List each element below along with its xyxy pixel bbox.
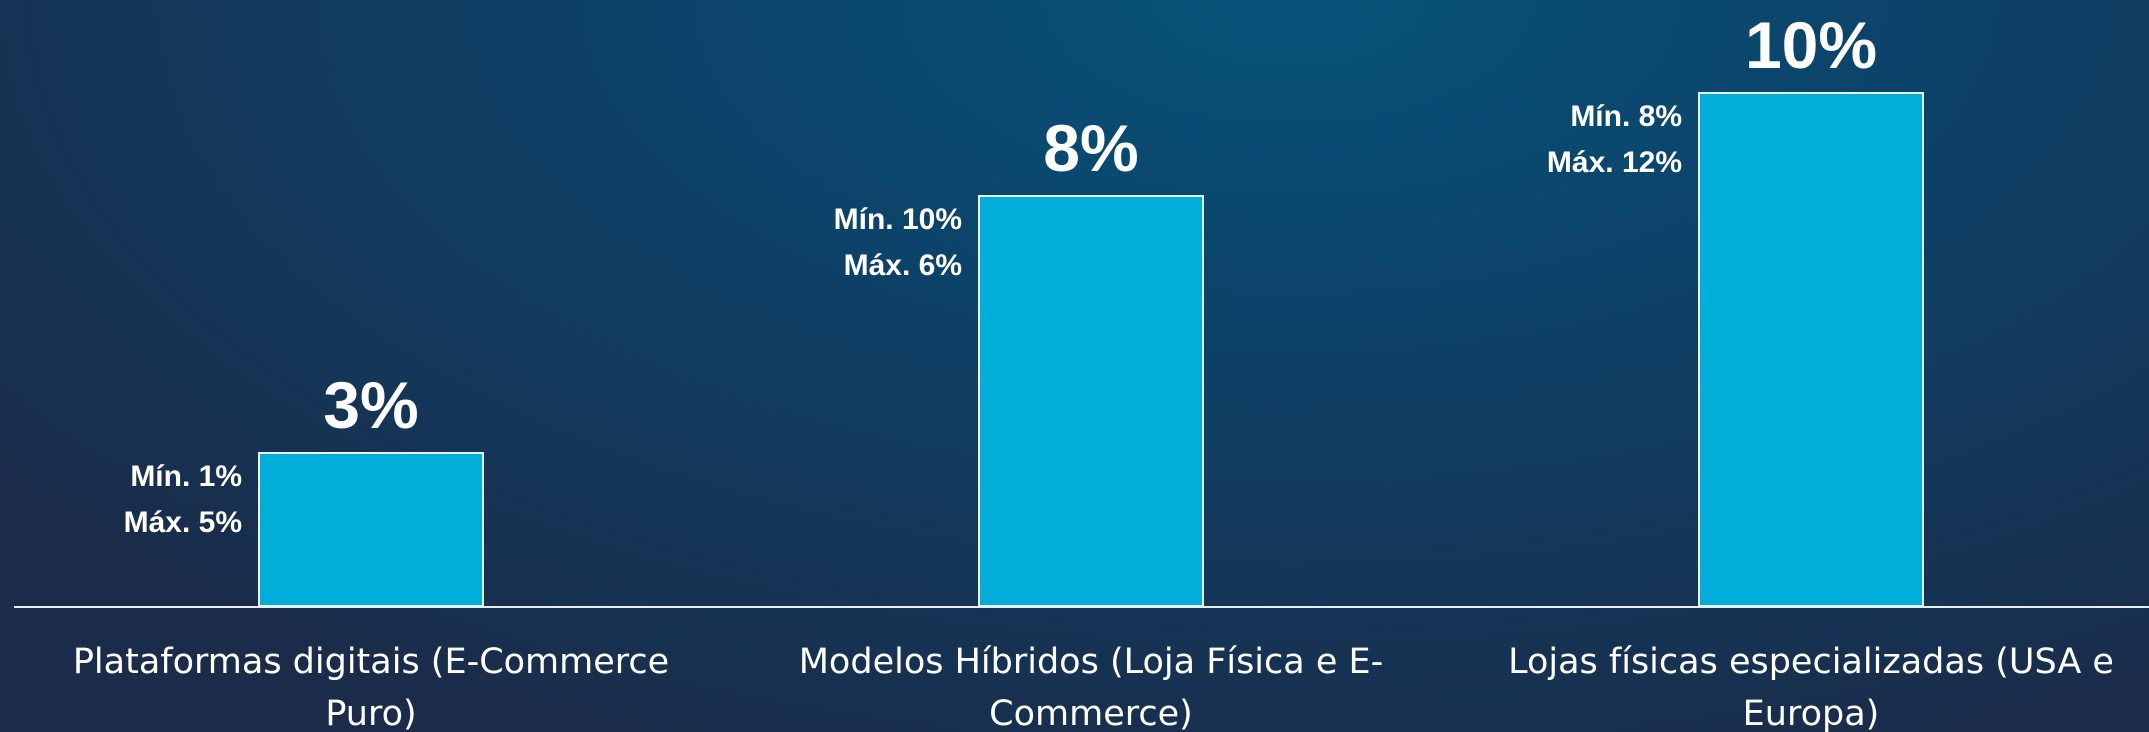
annotation-line: Mín. 10% — [833, 202, 962, 236]
x-tick-label: Modelos Híbridos (Loja Física e E-Commer… — [798, 642, 1384, 732]
annotation-line: Máx. 12% — [1546, 146, 1682, 179]
annotation: Mín. 1% Máx. 5% — [124, 454, 242, 546]
annotation: Mín. 10% Máx. 6% — [834, 197, 962, 289]
bar — [258, 451, 484, 607]
bar — [978, 194, 1204, 607]
bar — [1698, 92, 1924, 607]
annotation-line: Máx. 6% — [843, 248, 962, 282]
annotation: Mín. 8% Máx. 12% — [1547, 94, 1682, 186]
annotation-line: Mín. 8% — [1570, 100, 1682, 133]
annotation-line: Mín. 1% — [130, 459, 242, 493]
x-tick-label: Plataformas digitais (E-Commerce Puro) — [72, 642, 670, 732]
value-label: 10% — [1744, 8, 1878, 82]
value-label: 3% — [323, 367, 419, 442]
baseline — [14, 606, 2149, 608]
x-tick-label: Lojas físicas especializadas (USA e Euro… — [1508, 642, 2114, 732]
value-label: 8% — [1043, 110, 1139, 185]
annotation-line: Máx. 5% — [123, 505, 242, 539]
